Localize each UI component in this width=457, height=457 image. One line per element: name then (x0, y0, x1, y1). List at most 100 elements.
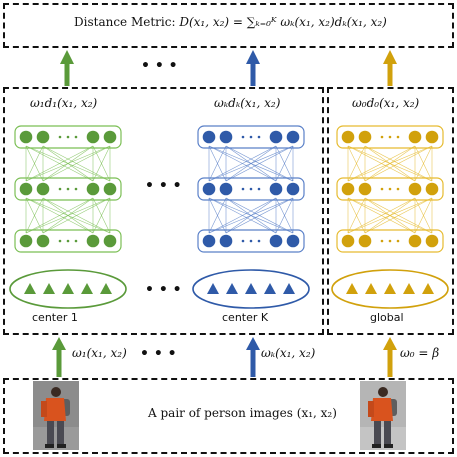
node-center-1 (36, 234, 50, 248)
ellipsis-ellipse: • • • (145, 282, 182, 298)
image-pair-label: A pair of person images (x₁, x₂) (148, 406, 337, 420)
node-center-k (286, 130, 300, 144)
center-label-center-k: center K (222, 311, 269, 324)
triangle-global (346, 283, 358, 294)
person-image-1-head (51, 387, 61, 397)
connection-global (347, 145, 366, 182)
triangle-center-1 (62, 283, 74, 294)
layer-box-global-2 (336, 229, 444, 253)
connection-global (347, 197, 433, 234)
node-center-k (286, 234, 300, 248)
arrow-top-head-center-k (246, 50, 260, 64)
layer-box-center-k-1 (197, 177, 305, 201)
node-dot-center-k (249, 239, 253, 243)
ellipsis-network: • • • (145, 178, 182, 194)
arrow-top-shaft-center-k (250, 62, 256, 86)
weight-label-global: ω₀d₀(x₁, x₂) (352, 96, 420, 110)
connection-center-1 (25, 145, 44, 182)
node-global (408, 234, 422, 248)
connection-global (347, 145, 433, 182)
weight-label-center-k: ωₖdₖ(x₁, x₂) (214, 96, 281, 110)
triangle-center-k (226, 283, 238, 294)
node-center-k (219, 234, 233, 248)
connection-center-1 (25, 197, 94, 234)
center-ellipse-center-1 (9, 269, 127, 309)
node-dot-global (388, 135, 392, 139)
node-center-1 (36, 182, 50, 196)
person-image-2-shoe-left (372, 444, 381, 448)
node-dot-center-1 (66, 239, 70, 243)
triangle-global (422, 283, 434, 294)
arrow-input-shaft-global (387, 348, 393, 377)
layer-box-center-1-0 (14, 125, 122, 149)
node-center-1 (86, 182, 100, 196)
connection-center-1 (42, 197, 111, 234)
person-image-2-jacket (371, 398, 393, 421)
node-dot-global (380, 187, 384, 191)
node-center-1 (86, 234, 100, 248)
person-image-1-ground (33, 427, 79, 450)
layer-box-center-k-2 (197, 229, 305, 253)
node-dot-global (380, 135, 384, 139)
connection-global (414, 145, 433, 182)
arrow-top-shaft-center-1 (64, 62, 70, 86)
arrow-input-head-center-k (246, 337, 260, 350)
node-global (408, 130, 422, 144)
connection-global (347, 197, 366, 234)
node-center-1 (103, 130, 117, 144)
node-center-k (219, 182, 233, 196)
arrow-input-head-global (383, 337, 397, 350)
node-global (341, 234, 355, 248)
node-center-k (202, 130, 216, 144)
node-global (358, 182, 372, 196)
connection-center-k (208, 145, 277, 182)
node-dot-center-k (241, 187, 245, 191)
input-label-center-1: ω₁(x₁, x₂) (72, 346, 127, 360)
connection-center-1 (25, 145, 94, 182)
node-dot-center-1 (74, 135, 78, 139)
center-label-global: global (370, 311, 404, 324)
layer-box-global-0 (336, 125, 444, 149)
connection-center-k (208, 197, 294, 234)
connection-center-1 (92, 197, 111, 234)
person-image-1-jacket (44, 398, 66, 421)
person-image-2-arm (368, 401, 374, 417)
node-dot-center-k (241, 239, 245, 243)
person-image-1-leg-left (47, 421, 54, 445)
node-global (358, 234, 372, 248)
node-dot-center-1 (58, 135, 62, 139)
connection-center-1 (25, 197, 111, 234)
ellipsis-input: • • • (140, 346, 177, 362)
center-label-center-1: center 1 (32, 311, 78, 324)
connection-center-k (208, 145, 294, 182)
arrow-top-shaft-global (387, 62, 393, 86)
node-center-1 (19, 182, 33, 196)
node-dot-center-1 (58, 239, 62, 243)
connection-center-k (225, 145, 294, 182)
person-image-2-ground (360, 427, 406, 450)
person-image-1-shoe-left (45, 444, 54, 448)
node-dot-center-1 (74, 239, 78, 243)
node-global (341, 182, 355, 196)
triangle-global (403, 283, 415, 294)
person-image-2-head (378, 387, 388, 397)
image-pair-box (3, 378, 454, 454)
person-image-1-arm (41, 401, 47, 417)
node-center-k (269, 234, 283, 248)
distance-metric-box (3, 3, 454, 48)
weight-label-center-1: ω₁d₁(x₁, x₂) (30, 96, 98, 110)
person-image-1-shoe-right (57, 444, 66, 448)
node-center-k (202, 234, 216, 248)
connection-global (347, 197, 416, 234)
node-global (341, 130, 355, 144)
person-image-2-leg-right (384, 421, 391, 445)
node-center-1 (86, 130, 100, 144)
node-center-k (269, 130, 283, 144)
triangle-center-1 (100, 283, 112, 294)
node-dot-center-k (249, 135, 253, 139)
connection-center-k (275, 197, 294, 234)
arrow-top-head-global (383, 50, 397, 64)
node-center-1 (19, 234, 33, 248)
